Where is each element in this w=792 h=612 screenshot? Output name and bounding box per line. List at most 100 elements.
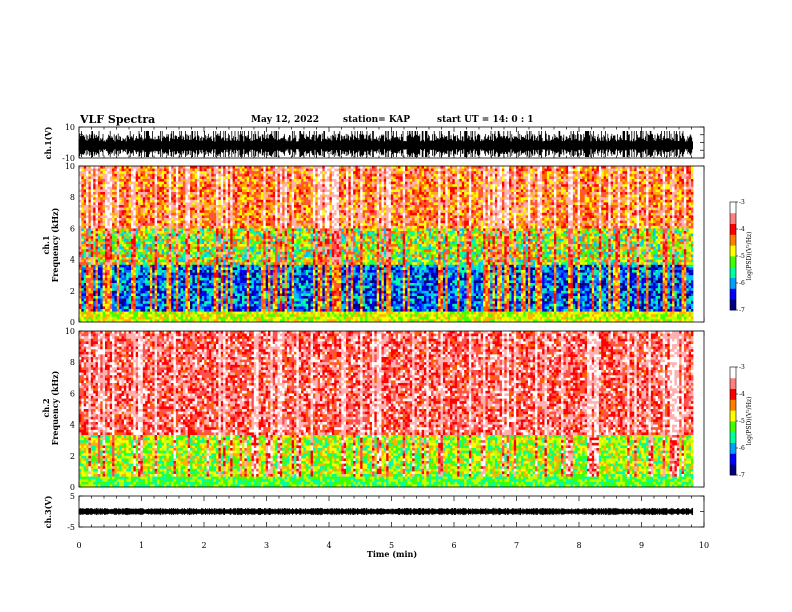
spectrogram-cell	[100, 304, 103, 307]
spectrogram-cell	[126, 218, 129, 221]
spectrogram-cell	[93, 293, 96, 296]
spectrogram-cell	[98, 218, 101, 221]
spectrogram-cell	[105, 267, 108, 270]
spectrogram-cell	[93, 195, 96, 198]
spectrogram-cell	[131, 174, 134, 177]
spectrogram-cell	[107, 275, 110, 278]
spectrogram-cell	[107, 192, 110, 195]
spectrogram-cell	[100, 215, 103, 218]
spectrogram-cell	[105, 306, 108, 309]
spectrogram-cell	[84, 208, 87, 211]
spectrogram-cell	[107, 197, 110, 200]
spectrogram-cell	[88, 197, 91, 200]
spectrogram-cell	[131, 200, 134, 203]
spectrogram-cell	[107, 226, 110, 229]
spectrogram-cell	[126, 234, 129, 237]
spectrogram-cell	[131, 283, 134, 286]
spectrogram-cell	[114, 280, 117, 283]
spectrogram-cell	[81, 286, 84, 289]
spectrogram-cell	[103, 176, 106, 179]
spectrogram-cell	[110, 288, 113, 291]
spectrogram-cell	[133, 228, 136, 231]
spectrogram-cell	[122, 247, 125, 250]
spectrogram-cell	[133, 210, 136, 213]
ch1-waveform-trace	[79, 131, 693, 157]
spectrogram-cell	[86, 293, 89, 296]
spectrogram-cell	[129, 270, 132, 273]
spectrogram-cell	[131, 239, 134, 242]
spectrogram-cell	[86, 270, 89, 273]
spectrogram-cell	[91, 247, 94, 250]
spectrogram-cell	[112, 317, 115, 320]
spectrogram-cell	[100, 260, 103, 263]
spectrogram-cell	[81, 244, 84, 247]
spectrogram-cell	[81, 171, 84, 174]
spectrogram-cell	[93, 221, 96, 224]
spectrogram-cell	[122, 210, 125, 213]
spectrogram-cell	[105, 312, 108, 315]
spectrogram-cell	[103, 171, 106, 174]
spectrogram-cell	[105, 200, 108, 203]
spectrogram-cell	[84, 312, 87, 315]
spectrogram-cell	[126, 236, 129, 239]
spectrogram-cell	[81, 299, 84, 302]
spectrogram-cell	[103, 278, 106, 281]
spectrogram-cell	[119, 195, 122, 198]
spectrogram-cell	[86, 286, 89, 289]
spectrogram-cell	[98, 299, 101, 302]
spectrogram-cell	[126, 252, 129, 255]
spectrogram-cell	[98, 205, 101, 208]
spectrogram-cell	[119, 296, 122, 299]
spectrogram-cell	[112, 200, 115, 203]
spectrogram-cell	[96, 309, 99, 312]
spectrogram-cell	[96, 166, 99, 169]
spectrogram-cell	[93, 244, 96, 247]
spectrogram-cell	[119, 293, 122, 296]
spectrogram-cell	[133, 202, 136, 205]
spectrogram-cell	[124, 205, 127, 208]
spectrogram-cell	[112, 254, 115, 257]
spectrogram-cell	[119, 218, 122, 221]
spectrogram-cell	[122, 218, 125, 221]
spectrogram-cell	[114, 182, 117, 185]
spectrogram-cell	[129, 215, 132, 218]
spectrogram-cell	[133, 241, 136, 244]
spectrogram-cell	[103, 252, 106, 255]
spectrogram-cell	[91, 176, 94, 179]
spectrogram-cell	[119, 257, 122, 260]
spectrogram-cell	[133, 197, 136, 200]
spectrogram-cell	[119, 208, 122, 211]
spectrogram-cell	[117, 202, 120, 205]
spectrogram-cell	[91, 169, 94, 172]
spectrogram-cell	[103, 249, 106, 252]
spectrogram-cell	[129, 312, 132, 315]
spectrogram-cell	[105, 176, 108, 179]
spectrogram-cell	[96, 280, 99, 283]
spectrogram-cell	[86, 267, 89, 270]
spectrogram-cell	[91, 273, 94, 276]
spectrogram-cell	[117, 278, 120, 281]
spectrogram-cell	[84, 169, 87, 172]
spectrogram-cell	[114, 312, 117, 315]
spectrogram-cell	[126, 257, 129, 260]
spectrogram-cell	[88, 286, 91, 289]
spectrogram-cell	[103, 195, 106, 198]
spectrogram-cell	[105, 195, 108, 198]
spectrogram-cell	[88, 314, 91, 317]
spectrogram-cell	[119, 171, 122, 174]
spectrogram-cell	[124, 244, 127, 247]
spectrogram-cell	[81, 197, 84, 200]
spectrogram-cell	[114, 189, 117, 192]
spectrogram-cell	[122, 317, 125, 320]
spectrogram-cell	[114, 278, 117, 281]
spectrogram-cell	[100, 265, 103, 268]
spectrogram-cell	[88, 218, 91, 221]
spectrogram-cell	[112, 252, 115, 255]
spectrogram-cell	[105, 174, 108, 177]
spectrogram-cell	[129, 205, 132, 208]
spectrogram-cell	[81, 291, 84, 294]
spectrogram-cell	[107, 299, 110, 302]
spectrogram-cell	[129, 182, 132, 185]
spectrogram-cell	[105, 317, 108, 320]
spectrogram-cell	[88, 221, 91, 224]
